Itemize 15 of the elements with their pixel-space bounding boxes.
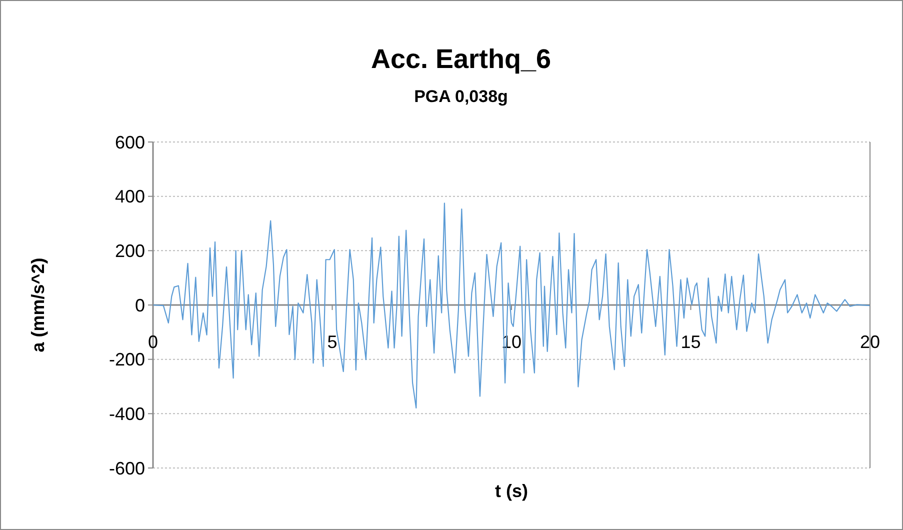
y-tick-label: -600	[108, 458, 145, 478]
y-tick-label: 400	[114, 186, 145, 207]
chart-title: Acc. Earthq_6	[370, 44, 552, 74]
chart-subtitle: PGA 0,038g	[414, 87, 508, 106]
y-axis-title: a (mm/s^2)	[28, 258, 48, 352]
y-tick-label: 200	[114, 240, 145, 261]
x-tick-label: 15	[680, 332, 701, 352]
x-tick-label: 5	[327, 332, 338, 352]
x-axis-title: t (s)	[495, 481, 528, 501]
y-tick-label: 0	[134, 295, 145, 316]
y-tick-label: -400	[108, 404, 145, 424]
y-tick-label: -200	[108, 350, 145, 370]
y-tick-label: 600	[114, 132, 145, 152]
x-tick-label: 20	[860, 332, 880, 352]
x-tick-label: 0	[148, 332, 158, 352]
